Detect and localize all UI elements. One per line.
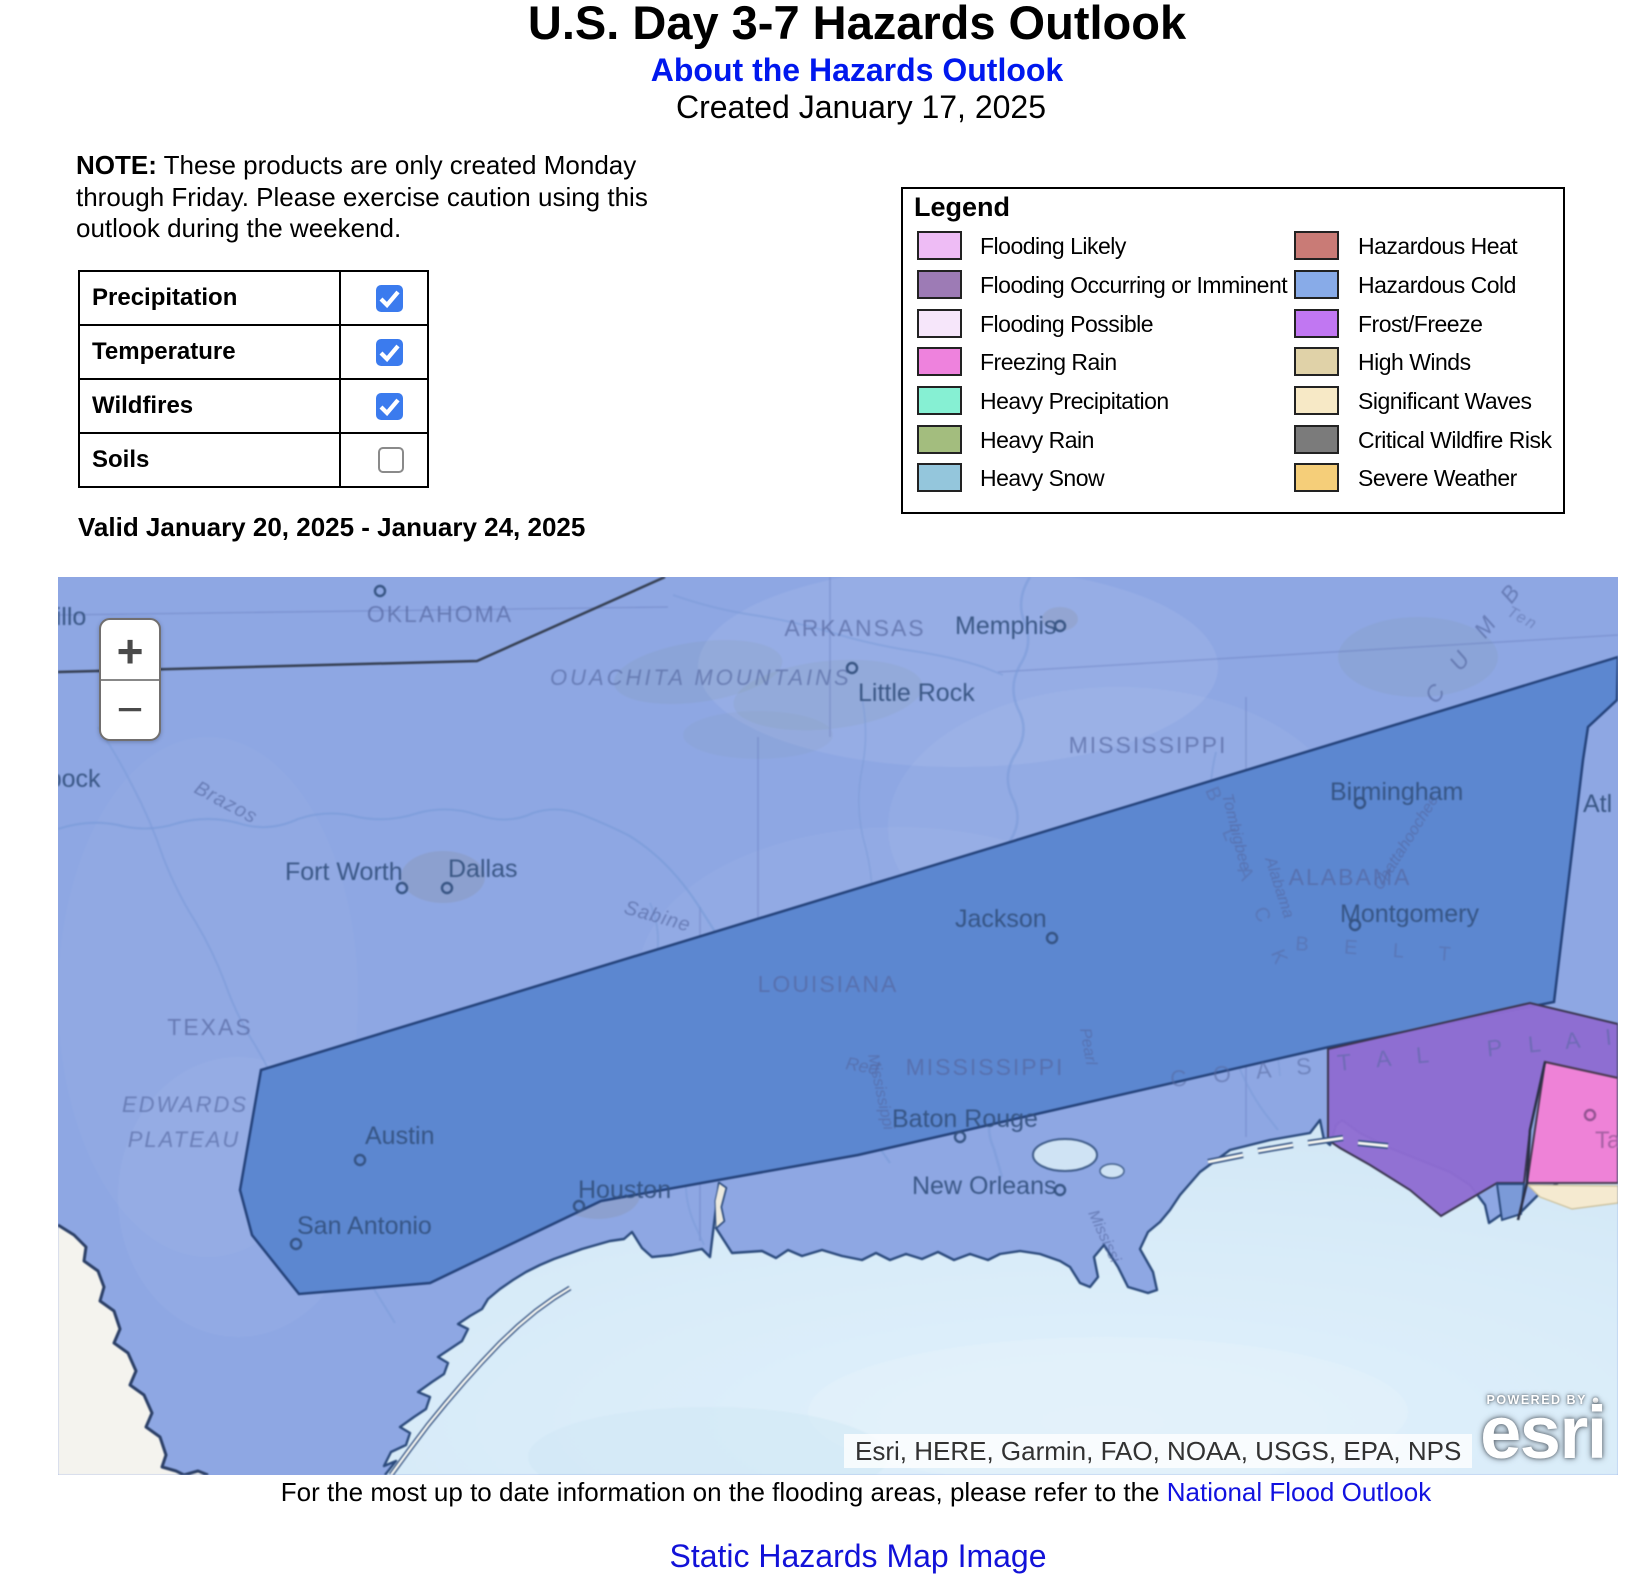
svg-text:ALABAMA: ALABAMA bbox=[1289, 864, 1412, 890]
svg-text:Montgomery: Montgomery bbox=[1340, 900, 1479, 928]
svg-text:Brazos: Brazos bbox=[191, 777, 262, 828]
svg-text:C U M B: C U M B bbox=[1419, 577, 1530, 708]
svg-text:Lubbock: Lubbock bbox=[58, 765, 101, 793]
svg-text:Atl: Atl bbox=[1583, 790, 1612, 818]
svg-text:C O A S T A L P L A I: C O A S T A L P L A I bbox=[1169, 1023, 1618, 1092]
svg-text:San Antonio: San Antonio bbox=[297, 1212, 432, 1240]
svg-text:Houston: Houston bbox=[578, 1176, 671, 1204]
svg-text:Jackson: Jackson bbox=[955, 905, 1047, 933]
svg-text:Little Rock: Little Rock bbox=[858, 679, 975, 707]
svg-text:Birmingham: Birmingham bbox=[1330, 778, 1463, 806]
svg-text:Amarillo: Amarillo bbox=[58, 603, 86, 631]
svg-text:Memphis: Memphis bbox=[955, 612, 1056, 640]
svg-text:Baton Rouge: Baton Rouge bbox=[892, 1105, 1038, 1133]
svg-text:B E L T: B E L T bbox=[1295, 933, 1467, 967]
svg-text:New Orleans: New Orleans bbox=[912, 1172, 1057, 1200]
svg-text:MISSISSIPPI: MISSISSIPPI bbox=[1069, 732, 1228, 758]
svg-text:OUACHITA MOUNTAINS: OUACHITA MOUNTAINS bbox=[550, 665, 852, 690]
svg-text:Dallas: Dallas bbox=[448, 855, 517, 883]
svg-text:MISSISSIPPI: MISSISSIPPI bbox=[906, 1054, 1065, 1080]
svg-text:LOUISIANA: LOUISIANA bbox=[758, 971, 899, 997]
svg-text:OKLAHOMA: OKLAHOMA bbox=[367, 601, 513, 627]
svg-text:Pearl: Pearl bbox=[1076, 1027, 1099, 1067]
svg-text:Sabine: Sabine bbox=[622, 897, 694, 937]
svg-text:Mississi: Mississi bbox=[1084, 1208, 1123, 1266]
svg-text:PLATEAU: PLATEAU bbox=[128, 1127, 241, 1152]
svg-text:Austin: Austin bbox=[365, 1122, 434, 1150]
svg-text:TEXAS: TEXAS bbox=[167, 1014, 252, 1040]
svg-text:Ta: Ta bbox=[1595, 1127, 1618, 1154]
svg-text:Ten: Ten bbox=[1504, 604, 1540, 634]
svg-text:ARKANSAS: ARKANSAS bbox=[784, 615, 925, 641]
svg-text:Fort Worth: Fort Worth bbox=[285, 858, 403, 886]
svg-text:EDWARDS: EDWARDS bbox=[122, 1092, 248, 1117]
